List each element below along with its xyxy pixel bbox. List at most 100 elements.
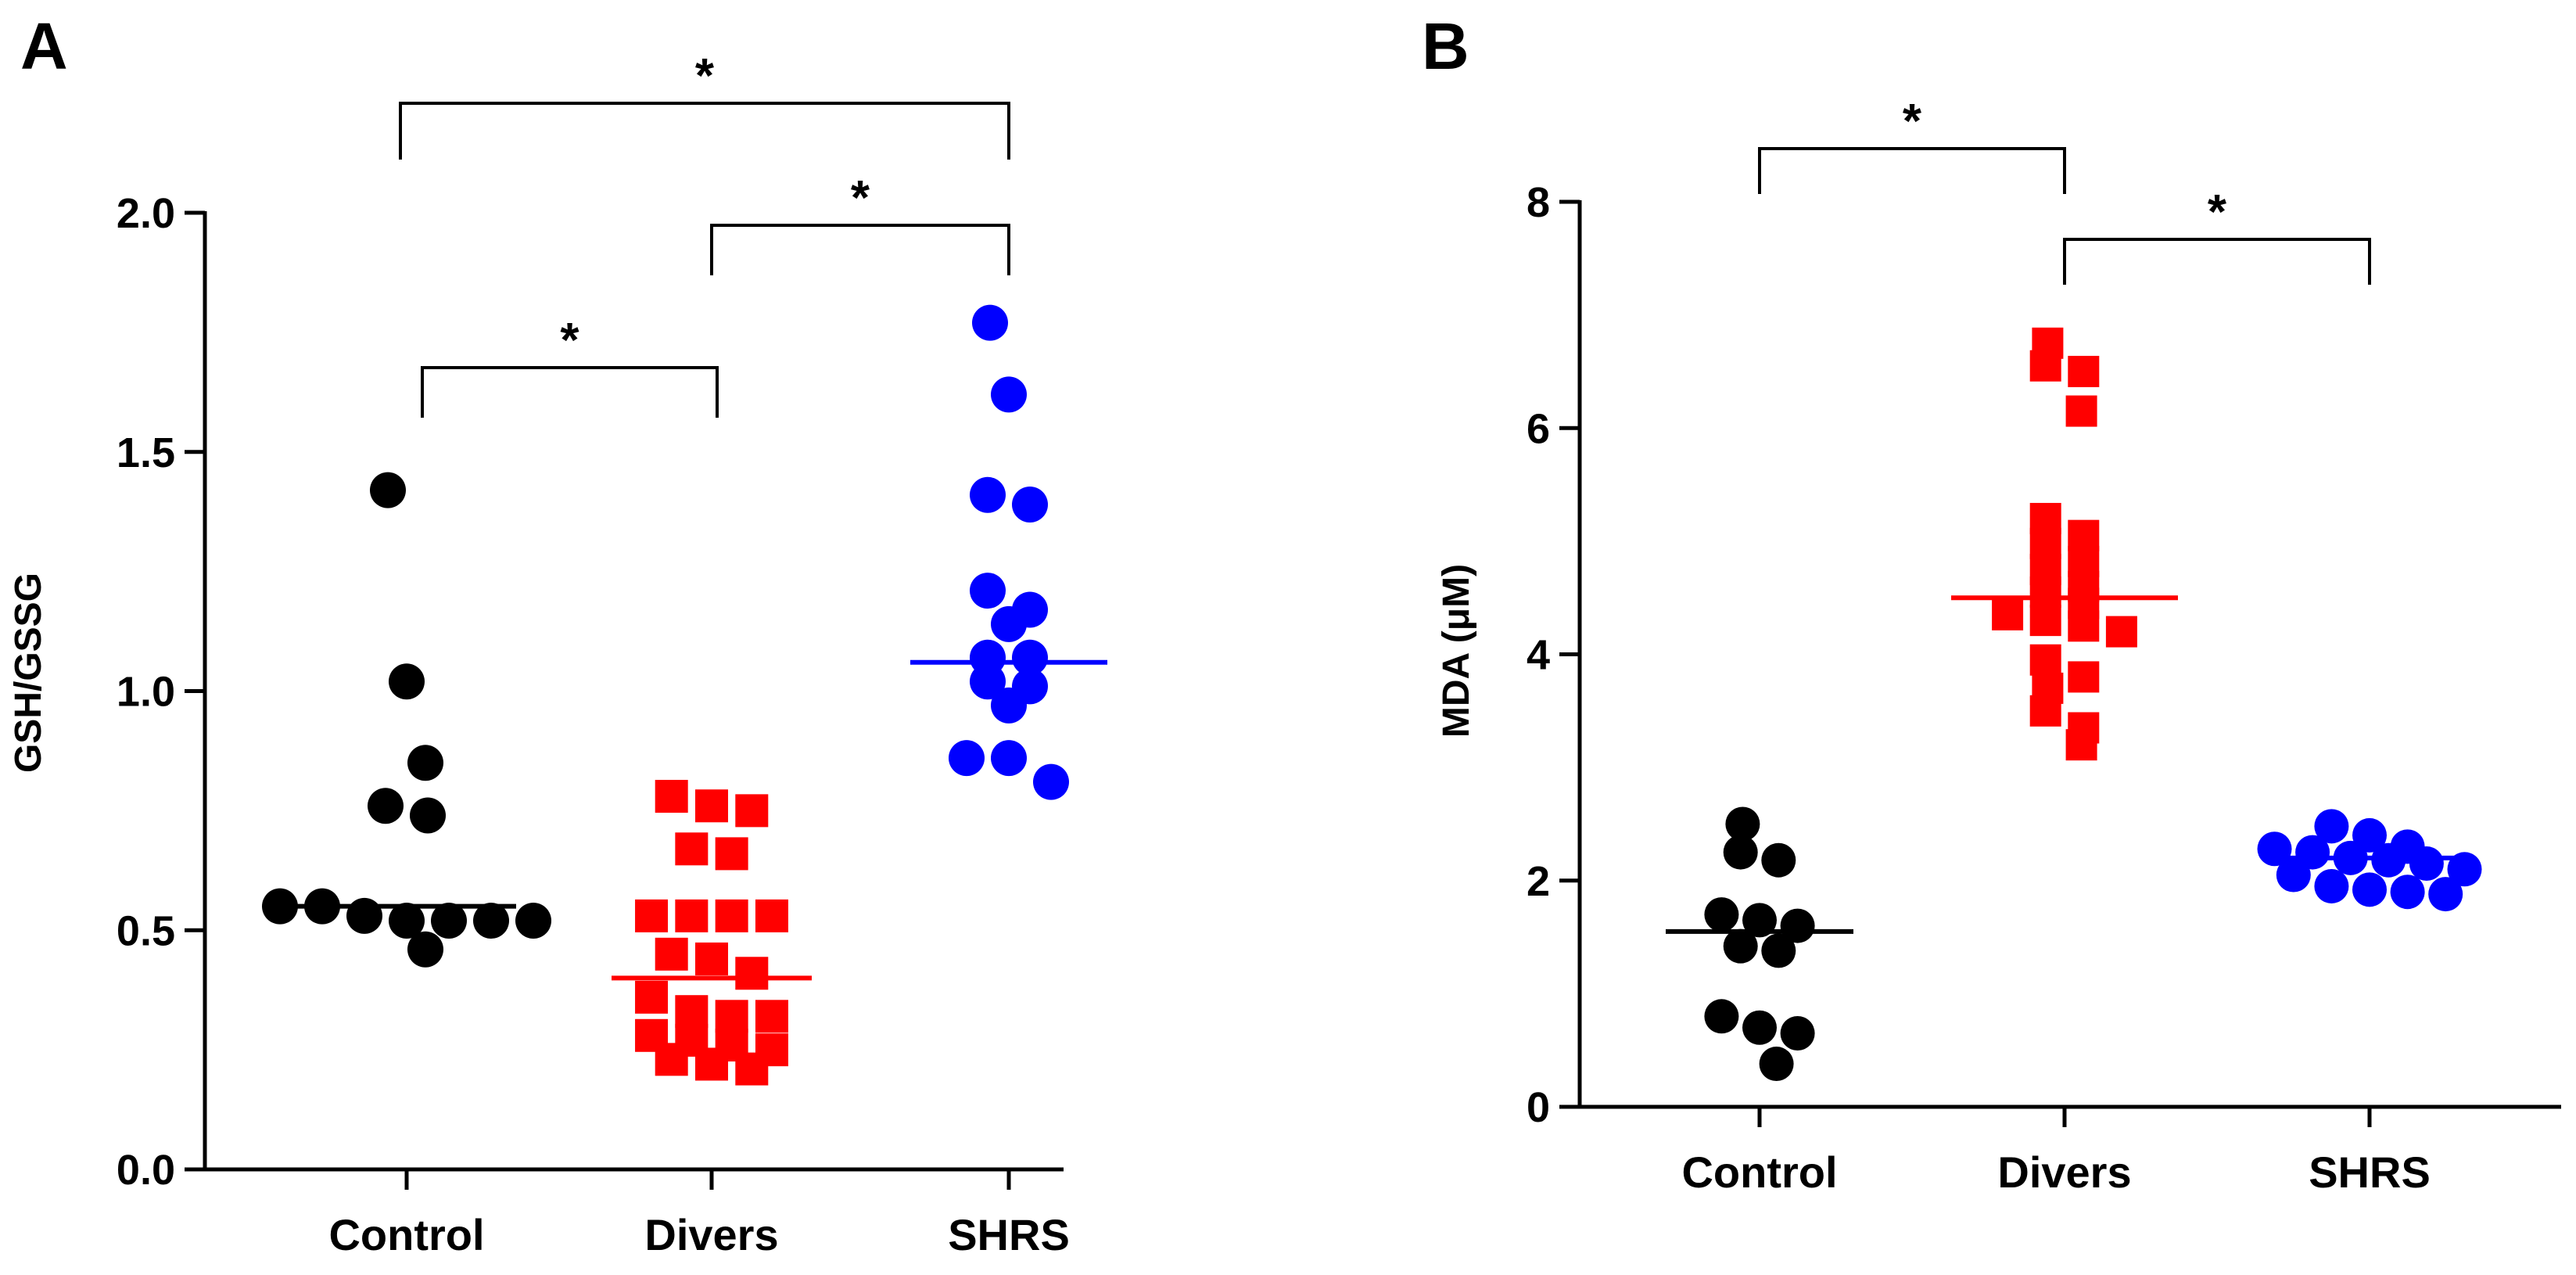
panel-b-medians [1666,595,2459,934]
panel-a-medians [297,659,1107,981]
panel-b-y-tick-label: 6 [1527,405,1550,452]
panel-b-point-shrs [2352,817,2387,853]
panel-a-point-divers [735,794,769,828]
panel-a-significance-bracket [710,224,1010,275]
panel-a-point-shrs [1012,487,1048,523]
panel-a-axes: 0.0 0.5 1.0 1.5 2.0 Control Divers SHRS [117,190,1070,1259]
panel-a-y-tick-label: 0.5 [117,907,175,954]
panel-b-point-control [1723,835,1758,870]
panel-b-point-divers [2068,661,2100,693]
panel-b-point-divers [2065,395,2097,427]
panel-a-point-divers [675,832,709,866]
panel-b-point-shrs [2428,877,2463,912]
panel-a-point-shrs [991,740,1027,777]
panel-a-point-divers [735,957,769,990]
panel-a-y-tick-label: 2.0 [117,190,175,237]
panel-a-y-axis-title: GSH/GSSG [8,573,49,773]
panel-a-significance-star: * [851,171,870,225]
panel-a-point-shrs [991,605,1027,642]
panel-b-point-control [1761,842,1796,878]
panel-a-point-divers [715,899,748,932]
panel-a-point-control [407,745,443,781]
panel-a-significance-star: * [695,49,715,103]
panel-a-point-divers [675,995,709,1029]
panel-b-letter: B [1422,9,1469,83]
panel-a-point-divers [695,942,728,975]
panel-a-point-shrs [970,663,1006,700]
panel-b-point-divers [2065,729,2097,761]
panel-b-points [1704,327,2482,1082]
panel-b-point-divers [2068,355,2100,387]
panel-b-point-control [1780,1015,1815,1051]
panel-a-point-control [389,903,425,939]
panel-a-letter: A [20,9,68,83]
panel-a-significance-bracket [399,102,1010,160]
panel-a-point-control [473,903,509,939]
panel-a-point-divers [655,937,688,971]
panel-b-axes: 0 2 4 6 8 Control Divers SHRS [1527,179,2561,1197]
panel-a-point-divers [635,980,669,1014]
panel-b-significance: ** [1758,95,2371,285]
panel-a-points [262,304,1069,1086]
panel-a-point-shrs [972,304,1008,341]
panel-a-point-divers [735,1052,769,1086]
panel-b-point-control [1704,999,1739,1034]
panel-b-y-axis-title: MDA (μM) [1436,564,1477,738]
panel-a-point-shrs [1012,639,1048,676]
panel-a-point-shrs [991,687,1027,724]
panel-a-point-shrs [1033,763,1069,800]
panel-b-point-divers [2105,616,2137,648]
panel-b-category-label: Divers [1997,1148,2131,1197]
panel-b-category-label: Control [1681,1148,1837,1197]
panel-a-point-control [515,903,551,939]
panel-b-significance-star: * [2208,185,2227,239]
panel-b-point-divers [2029,605,2061,637]
panel-a-significance: * * * [399,49,1010,418]
panel-b-point-control [1761,933,1796,968]
panel-b-point-control [1780,908,1815,943]
panel-a-y-tick-label: 1.5 [117,429,175,476]
panel-b-y-tick-label: 0 [1527,1084,1550,1131]
panel-a-point-divers [755,899,788,932]
panel-b-point-shrs [2409,846,2444,882]
panel-a-point-divers [695,789,728,823]
panel-a-point-divers [675,899,709,932]
panel-b-point-divers [1992,598,2024,630]
panel-a-point-divers [695,1047,728,1081]
panel-b-y-tick-label: 4 [1527,632,1550,679]
panel-a-point-divers [715,1000,748,1033]
panel-a-point-shrs [991,376,1027,413]
panel-a-point-control [431,903,467,939]
panel-b-significance-bracket [2063,238,2371,285]
panel-b-point-shrs [2390,875,2425,910]
panel-b-y-tick-label: 8 [1527,179,1550,226]
panel-b-significance-star: * [1903,95,1922,149]
panel-a-point-shrs [949,740,985,777]
panel-b-point-control [1723,928,1758,964]
panel-a-point-control [410,797,446,834]
panel-b-point-shrs [2276,857,2311,892]
panel-b-point-control [1742,903,1777,938]
panel-b-point-control [1704,897,1739,932]
panel-b-point-divers [2068,610,2100,642]
panel-b-point-shrs [2447,852,2482,887]
panel-b-point-shrs [2314,868,2349,903]
panel-b-point-shrs [2314,809,2349,844]
panel-a-significance-bracket [421,366,719,418]
panel-b-point-control [1742,1010,1777,1045]
panel-b-point-control [1725,806,1760,842]
panel-a-point-divers [635,899,669,932]
panel-a-category-label: SHRS [948,1210,1070,1259]
panel-a-point-control [262,888,298,925]
panel-a-point-control [368,788,404,824]
panel-a-point-shrs [970,476,1006,513]
panel-b-point-divers [2029,644,2061,676]
panel-a-point-divers [715,837,748,871]
panel-a-category-label: Control [328,1210,484,1259]
panel-a-point-divers [655,1043,688,1076]
panel-b-point-shrs [2295,835,2330,870]
panel-a-category-label: Divers [644,1210,778,1259]
panel-b-category-label: SHRS [2309,1148,2431,1197]
